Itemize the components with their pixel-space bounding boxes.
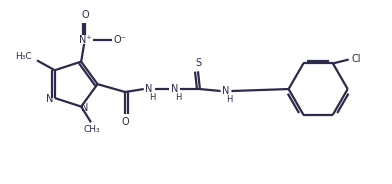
- Text: CH₃: CH₃: [84, 125, 100, 134]
- Text: N: N: [171, 84, 178, 94]
- Text: N: N: [145, 84, 152, 94]
- Text: N: N: [222, 86, 229, 96]
- Text: H: H: [175, 93, 181, 102]
- Text: H: H: [226, 95, 233, 104]
- Text: O: O: [121, 116, 129, 127]
- Text: S: S: [195, 59, 201, 68]
- Text: N⁺: N⁺: [79, 35, 91, 45]
- Text: O: O: [81, 10, 89, 20]
- Text: Cl: Cl: [352, 54, 361, 63]
- Text: H₃C: H₃C: [15, 52, 32, 61]
- Text: H: H: [149, 93, 156, 102]
- Text: N: N: [82, 103, 89, 113]
- Text: O⁻: O⁻: [113, 35, 126, 45]
- Text: N: N: [46, 94, 54, 104]
